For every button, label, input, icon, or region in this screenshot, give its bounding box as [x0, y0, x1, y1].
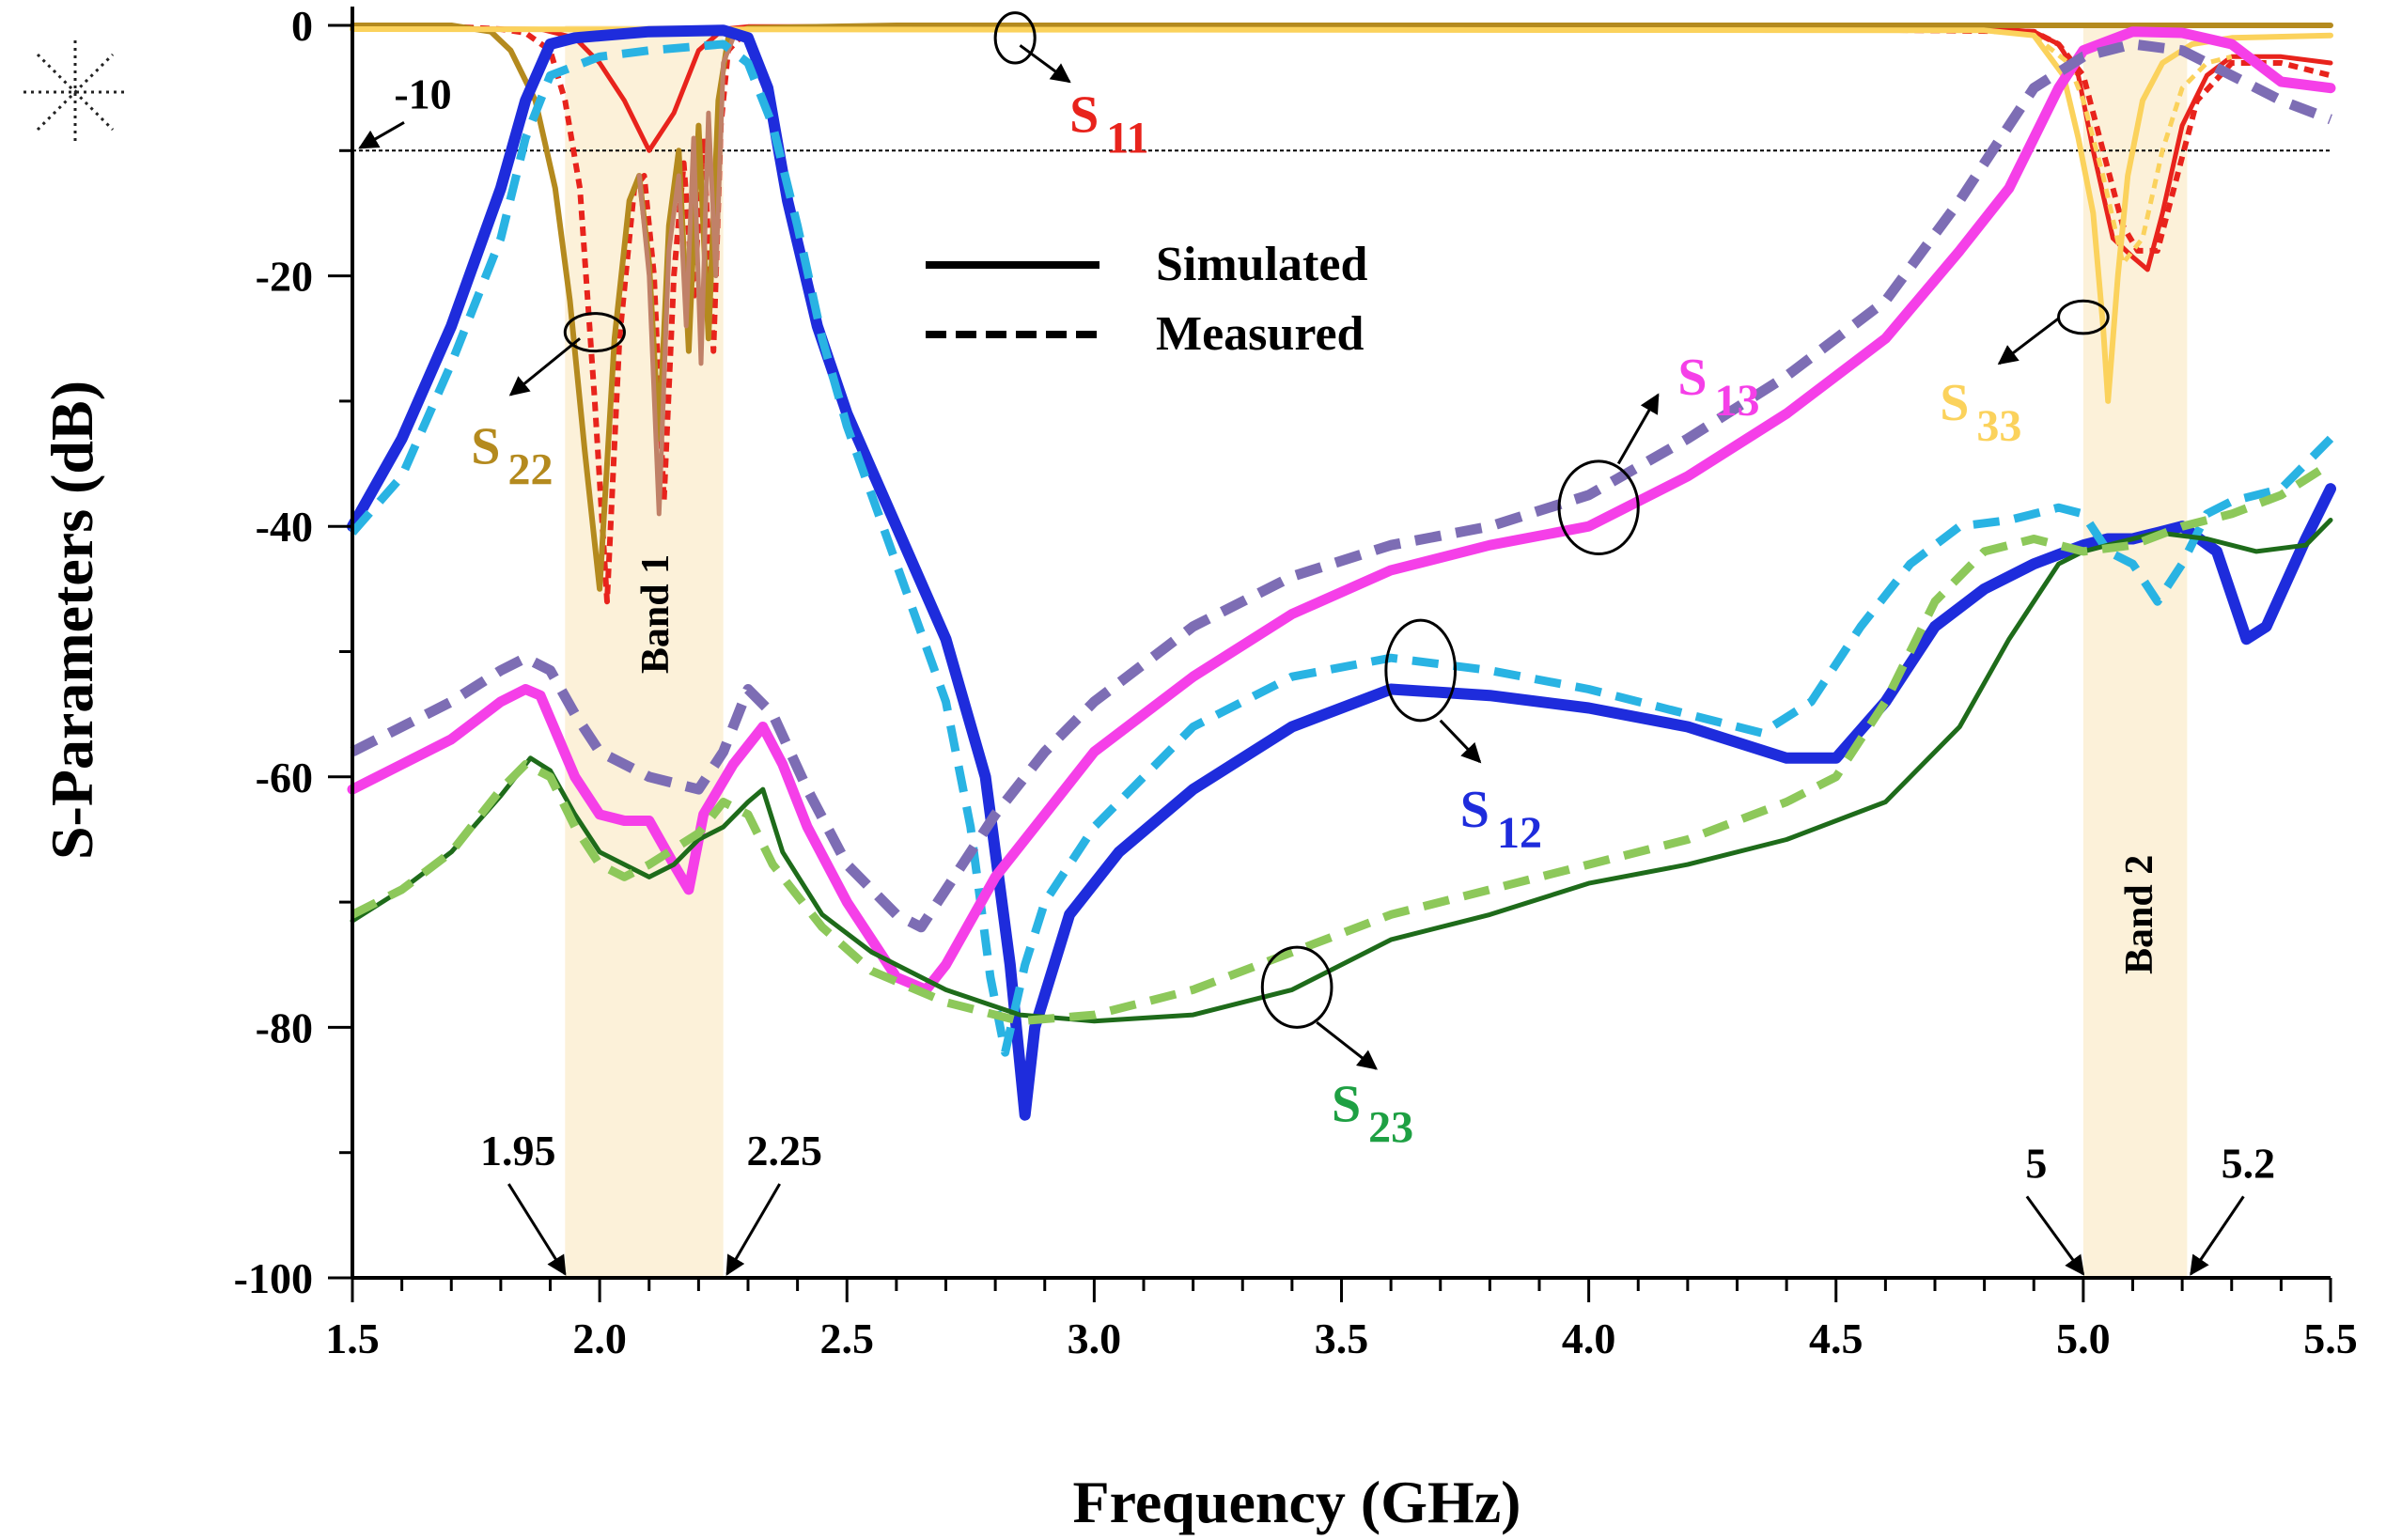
band-end-label-1: 2.25: [746, 1127, 822, 1174]
annotation-ellipse-s33: [2057, 299, 2110, 335]
y-tick-label: 0: [291, 2, 313, 50]
x-tick-label: 3.0: [1068, 1314, 1122, 1362]
series-line-s11-measured: [352, 23, 2331, 605]
x-tick-label: 2.5: [820, 1314, 875, 1362]
series-line-s13-measured: [350, 39, 2332, 933]
y-tick-label: -80: [256, 1003, 313, 1051]
band-label-1: Band 1: [634, 554, 678, 674]
series-line-s33-measured: [2032, 33, 2233, 266]
x-tick-label: 2.0: [572, 1314, 627, 1362]
band-end-label-2: 5.2: [2222, 1139, 2276, 1187]
y-tick-label: -100: [234, 1254, 313, 1302]
annotation-label-s22: S 22: [471, 418, 553, 495]
series-line-s11-simulated: [350, 23, 2333, 272]
annotation-ellipse-s13: [1557, 459, 1640, 556]
annotation-arrow-s11: [1019, 44, 1071, 84]
x-tick-label: 3.5: [1315, 1314, 1369, 1362]
band-end-arrow-2: [2190, 1195, 2245, 1276]
annotation-ellipse-s11: [993, 11, 1037, 65]
y-tick-label: -20: [256, 253, 313, 301]
annotation-label-s11: S 11: [1069, 86, 1149, 163]
annotation-label-s23: S 23: [1332, 1075, 1413, 1152]
annotation-label-s13: S 13: [1677, 349, 1759, 426]
annotation-label-s12: S 12: [1460, 781, 1542, 858]
x-tick-label: 4.0: [1562, 1314, 1616, 1362]
annotation-ellipse-s22: [563, 312, 626, 353]
legend-label-dashed: Measured: [1156, 307, 1365, 361]
band-start-arrow-2: [2025, 1195, 2085, 1276]
series-line-s12-measured: [349, 39, 2334, 1057]
annotation-arrow-s23: [1316, 1020, 1378, 1070]
y-axis-label: S-Parameters (dB): [39, 381, 105, 860]
series-line-s23-measured: [350, 459, 2333, 1026]
annotation-label-s33: S 33: [1940, 374, 2021, 451]
annotation-arrow-s22: [508, 337, 582, 397]
y-tick-label: -60: [256, 754, 313, 801]
series-line-s13-simulated: [347, 26, 2336, 995]
legend-label-solid: Simulated: [1156, 238, 1367, 291]
reference-line-arrow: [358, 120, 405, 149]
annotation-ellipse-s12: [1384, 618, 1458, 723]
x-tick-label: 1.5: [325, 1314, 380, 1362]
x-tick-label: 5.0: [2056, 1314, 2111, 1362]
annotation-ellipse-s23: [1260, 945, 1333, 1029]
band-start-label-1: 1.95: [480, 1127, 556, 1174]
x-axis-label: Frequency (GHz): [1073, 1469, 1521, 1535]
x-tick-label: 5.5: [2303, 1314, 2358, 1362]
sparkle-icon: [23, 40, 127, 144]
annotation-arrow-s13: [1616, 393, 1660, 465]
band-start-label-2: 5: [2025, 1139, 2047, 1187]
annotation-arrow-s33: [1997, 317, 2060, 366]
reference-line-label: -10: [394, 70, 451, 117]
band-start-arrow-1: [507, 1183, 567, 1276]
annotation-arrow-s12: [1439, 719, 1482, 764]
band-region-2: [2082, 25, 2188, 1278]
y-tick-label: -40: [256, 503, 313, 551]
series-line-s22-measured: [636, 35, 736, 517]
band-end-arrow-1: [725, 1183, 781, 1276]
band-label-2: Band 2: [2118, 855, 2161, 974]
x-tick-label: 4.5: [1809, 1314, 1864, 1362]
